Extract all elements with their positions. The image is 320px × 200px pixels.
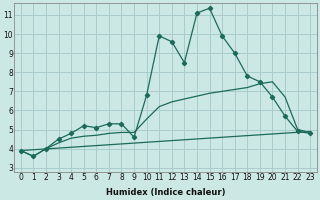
X-axis label: Humidex (Indice chaleur): Humidex (Indice chaleur) — [106, 188, 225, 197]
